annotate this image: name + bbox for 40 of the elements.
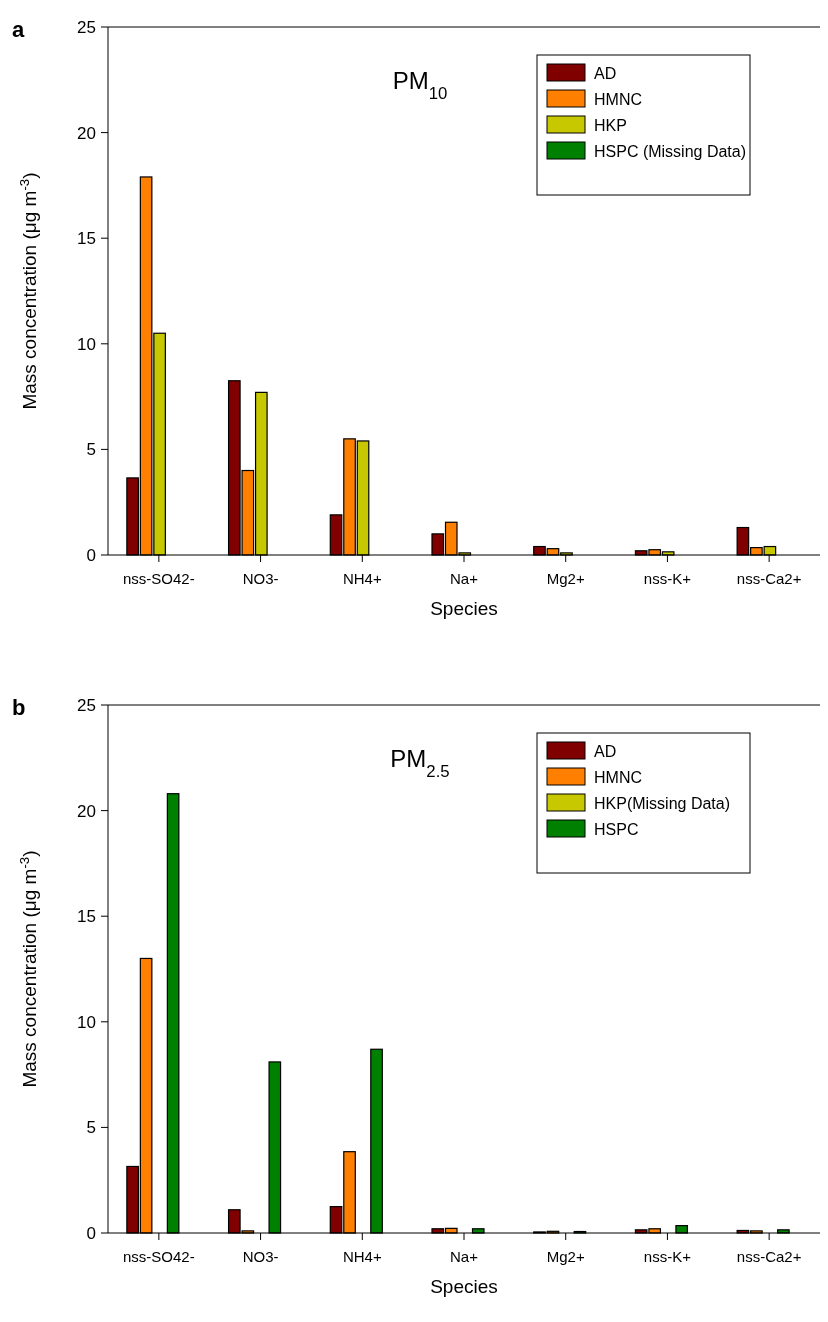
y-tick-label: 10 [77, 334, 96, 354]
y-tick-label: 15 [77, 907, 96, 927]
text: PM$_{10}$ [392, 67, 448, 103]
legend-label: HMNC [594, 768, 642, 786]
x-tick-label: nss-SO42- [123, 1248, 195, 1265]
x-tick-label: nss-SO42- [123, 570, 195, 587]
text: a [12, 17, 25, 42]
text: PM$_{2.5}$ [390, 745, 450, 781]
y-tick-label: 20 [77, 123, 96, 143]
y-tick-label: 5 [86, 440, 96, 460]
legend-label: HMNC [594, 90, 642, 108]
x-tick-label: NH4+ [342, 570, 382, 587]
legend-label: HKP [594, 116, 627, 134]
x-tick-label: Na+ [450, 1248, 479, 1265]
y-tick-label: 5 [86, 1118, 96, 1138]
x-axis-title: Species [430, 598, 498, 619]
y-tick-label: 20 [77, 801, 96, 821]
x-tick-label: Na+ [450, 570, 479, 587]
legend-label: AD [594, 64, 617, 82]
y-tick-label: 25 [77, 17, 96, 37]
legend-label: HKP(Missing Data) [594, 794, 731, 812]
x-tick-label: Mg2+ [546, 570, 585, 587]
text: b [12, 695, 26, 720]
y-tick-label: 0 [86, 1223, 96, 1243]
x-tick-label: nss-K+ [643, 1248, 692, 1265]
x-tick-label: nss-K+ [643, 570, 692, 587]
legend-label: HSPC (Missing Data) [594, 142, 747, 160]
x-axis-title: Species [430, 1276, 498, 1297]
x-tick-label: NO3- [242, 1248, 279, 1265]
x-tick-label: nss-Ca2+ [736, 570, 802, 587]
x-tick-label: NH4+ [342, 1248, 382, 1265]
x-tick-label: NO3- [242, 570, 279, 587]
x-tick-label: nss-Ca2+ [736, 1248, 802, 1265]
legend-label: HSPC [594, 820, 639, 838]
y-tick-label: 15 [77, 229, 96, 249]
legend-label: AD [594, 742, 617, 760]
y-tick-label: 0 [86, 545, 96, 565]
x-tick-label: Mg2+ [546, 1248, 585, 1265]
y-tick-label: 10 [77, 1012, 96, 1032]
y-tick-label: 25 [77, 695, 96, 715]
